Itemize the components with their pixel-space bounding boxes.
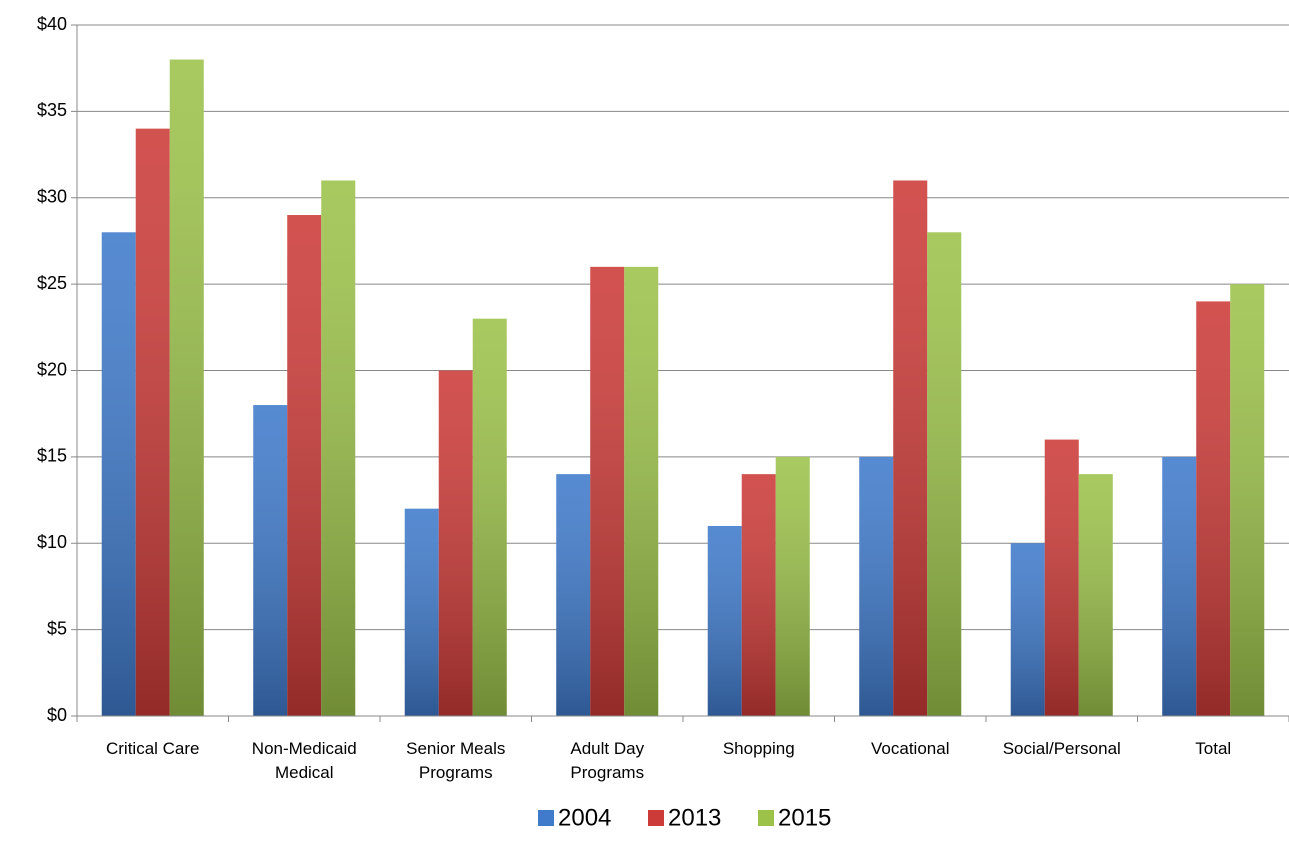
- bar-shade: [590, 266, 625, 716]
- bar-shade: [438, 370, 473, 716]
- bar-shade: [472, 318, 507, 716]
- legend-label: 2013: [668, 804, 721, 831]
- bar-shade: [1010, 543, 1045, 716]
- bar-shade: [169, 59, 204, 717]
- y-tick-label: $5: [47, 618, 67, 638]
- y-tick-label: $20: [37, 359, 67, 379]
- x-tick-label: Non-Medicaid Medical: [252, 739, 357, 782]
- legend-label: 2015: [778, 804, 831, 831]
- bar-shade: [624, 266, 659, 716]
- bar-shade: [1162, 456, 1197, 716]
- bar-shade: [775, 456, 810, 716]
- bar-shade: [1230, 284, 1265, 716]
- x-tick-label: Senior Meals Programs: [406, 739, 505, 782]
- legend-swatch: [538, 810, 554, 826]
- bar-shade: [1044, 439, 1079, 716]
- x-tick-label: Shopping: [723, 739, 795, 758]
- y-tick-label: $35: [37, 100, 67, 120]
- bar-shade: [101, 232, 136, 717]
- x-tick-label: Adult Day Programs: [570, 739, 644, 782]
- bar-shade: [556, 474, 591, 716]
- x-tick-label: Critical Care: [106, 739, 200, 758]
- bar-shade: [741, 474, 776, 716]
- y-tick-label: $40: [37, 14, 67, 34]
- legend-label: 2004: [558, 804, 611, 831]
- bar-shade: [927, 232, 962, 717]
- y-tick-label: $15: [37, 446, 67, 466]
- y-tick-label: $30: [37, 187, 67, 207]
- bar-shade: [404, 508, 439, 716]
- bar-shade: [707, 525, 742, 716]
- bar-shade: [321, 180, 356, 717]
- bar-shade: [1196, 301, 1231, 716]
- x-tick-label: Social/Personal: [1003, 739, 1121, 758]
- y-tick-label: $0: [47, 705, 67, 725]
- bar-shade: [1078, 474, 1113, 716]
- x-tick-label: Total: [1195, 739, 1231, 758]
- bar-shade: [253, 405, 288, 716]
- bar-shade: [135, 128, 170, 716]
- legend-swatch: [648, 810, 664, 826]
- y-tick-label: $25: [37, 273, 67, 293]
- bar-shade: [893, 180, 928, 717]
- x-tick-label: Vocational: [871, 739, 949, 758]
- legend-swatch: [758, 810, 774, 826]
- y-tick-label: $10: [37, 532, 67, 552]
- bar-shade: [859, 456, 894, 716]
- bar-shade: [287, 215, 322, 716]
